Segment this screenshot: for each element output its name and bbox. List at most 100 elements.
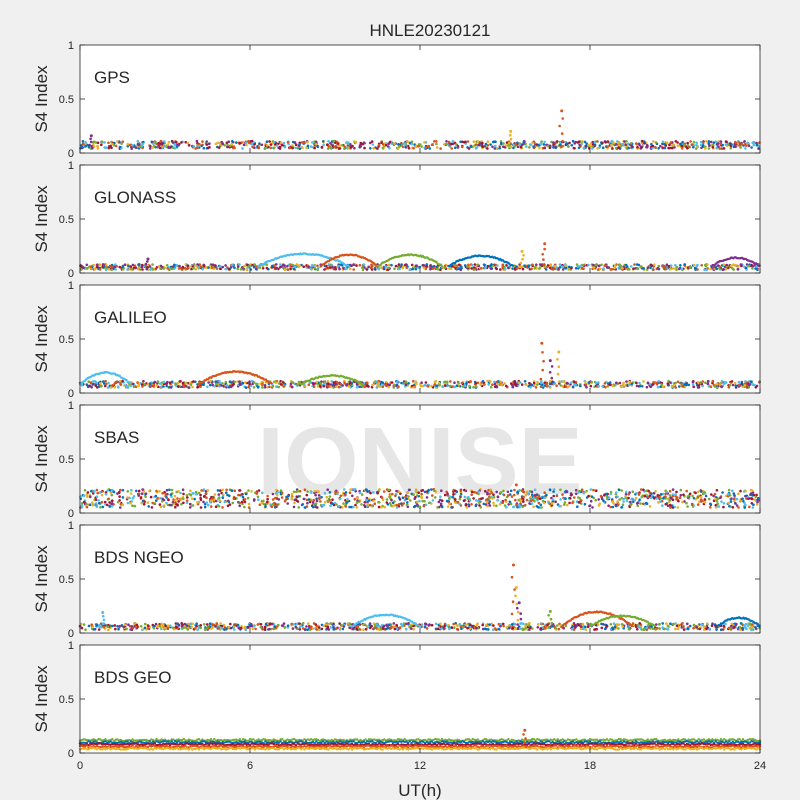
data-point bbox=[561, 117, 564, 120]
data-point bbox=[204, 492, 208, 495]
data-point bbox=[247, 502, 251, 506]
data-point bbox=[551, 498, 555, 501]
data-point bbox=[669, 506, 672, 509]
data-point bbox=[439, 147, 442, 150]
data-point bbox=[510, 382, 513, 385]
data-point bbox=[543, 140, 546, 144]
data-point bbox=[541, 368, 544, 372]
data-point bbox=[118, 491, 121, 494]
y-axis-label: S4 Index bbox=[32, 185, 51, 253]
data-point bbox=[170, 267, 174, 270]
y-tick-label: 0.5 bbox=[59, 94, 74, 106]
data-point bbox=[131, 496, 135, 500]
data-point bbox=[435, 265, 439, 269]
data-point bbox=[707, 147, 711, 150]
data-point bbox=[148, 382, 152, 385]
data-point bbox=[240, 500, 244, 504]
data-point bbox=[597, 264, 601, 268]
data-point bbox=[152, 385, 156, 388]
data-point bbox=[753, 383, 756, 387]
data-point bbox=[537, 501, 541, 505]
data-point bbox=[230, 142, 234, 146]
data-point bbox=[685, 501, 688, 505]
data-point bbox=[275, 488, 278, 492]
data-point bbox=[476, 263, 479, 267]
data-point bbox=[375, 386, 379, 389]
data-point bbox=[559, 498, 562, 501]
data-point bbox=[169, 493, 173, 496]
data-point bbox=[121, 503, 125, 507]
data-point bbox=[208, 264, 212, 268]
data-point bbox=[126, 142, 130, 146]
data-point bbox=[624, 490, 628, 494]
data-point bbox=[309, 145, 313, 148]
data-point bbox=[407, 382, 410, 385]
data-point bbox=[718, 383, 722, 386]
data-point bbox=[331, 502, 334, 506]
data-point bbox=[718, 147, 721, 150]
data-point bbox=[669, 264, 673, 267]
data-point bbox=[315, 497, 318, 501]
data-point bbox=[230, 140, 234, 143]
data-point bbox=[744, 489, 747, 493]
data-point bbox=[440, 505, 444, 509]
data-point bbox=[538, 266, 542, 269]
data-point bbox=[729, 500, 733, 503]
data-point bbox=[159, 267, 162, 270]
data-point bbox=[155, 384, 159, 387]
data-point bbox=[755, 503, 759, 506]
data-point bbox=[663, 146, 667, 150]
data-point bbox=[691, 383, 695, 387]
data-point bbox=[574, 492, 578, 496]
data-point bbox=[277, 385, 281, 389]
data-point bbox=[94, 141, 98, 144]
data-point bbox=[755, 493, 758, 497]
data-point bbox=[165, 488, 169, 492]
data-point bbox=[186, 141, 190, 145]
data-point bbox=[329, 266, 332, 269]
data-point bbox=[675, 490, 678, 494]
data-point bbox=[474, 504, 478, 508]
data-point bbox=[392, 386, 396, 389]
data-point bbox=[288, 146, 292, 150]
data-point bbox=[564, 385, 568, 388]
data-point bbox=[514, 384, 518, 387]
data-point bbox=[640, 146, 644, 149]
data-point bbox=[312, 505, 315, 509]
data-point bbox=[401, 496, 405, 500]
data-point bbox=[631, 490, 635, 494]
data-point bbox=[82, 500, 86, 504]
data-point bbox=[606, 145, 610, 148]
data-point bbox=[740, 142, 743, 146]
data-point bbox=[184, 382, 188, 385]
data-point bbox=[610, 139, 614, 143]
data-point bbox=[271, 264, 274, 268]
data-point bbox=[107, 267, 111, 271]
data-point bbox=[350, 382, 354, 385]
data-point bbox=[729, 264, 733, 268]
data-point bbox=[94, 498, 98, 502]
data-point bbox=[319, 500, 322, 503]
data-point bbox=[184, 140, 187, 144]
data-point bbox=[571, 139, 575, 143]
data-point bbox=[140, 263, 144, 267]
data-point bbox=[558, 263, 562, 266]
data-point bbox=[425, 145, 428, 149]
data-point bbox=[526, 492, 530, 495]
data-point bbox=[473, 490, 476, 494]
data-point bbox=[303, 506, 307, 509]
data-point bbox=[261, 491, 264, 495]
data-point bbox=[221, 506, 224, 509]
data-point bbox=[546, 144, 550, 148]
data-point bbox=[493, 382, 497, 386]
data-point bbox=[609, 492, 612, 496]
data-point bbox=[238, 263, 241, 266]
data-point bbox=[746, 141, 749, 145]
data-point bbox=[725, 263, 729, 267]
data-point bbox=[165, 384, 168, 388]
data-point bbox=[242, 268, 245, 271]
data-point bbox=[292, 267, 296, 271]
data-point bbox=[301, 146, 304, 149]
data-point bbox=[471, 264, 474, 267]
data-point bbox=[355, 506, 359, 509]
